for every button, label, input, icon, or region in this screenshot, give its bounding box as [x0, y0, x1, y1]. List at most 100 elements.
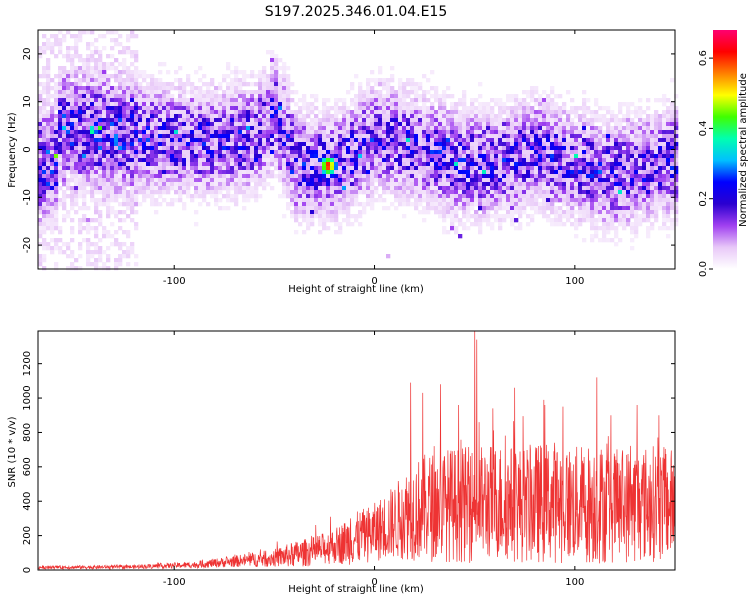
heatmap-cell	[466, 158, 471, 163]
heatmap-cell	[626, 118, 631, 123]
heatmap-cell	[318, 222, 323, 227]
heatmap-cell	[530, 146, 535, 151]
heatmap-cell	[606, 206, 611, 211]
heatmap-cell	[274, 94, 279, 99]
heatmap-cell	[118, 146, 123, 151]
heatmap-cell	[422, 122, 427, 127]
heatmap-cell	[66, 90, 71, 95]
heatmap-cell	[190, 166, 195, 171]
heatmap-cell	[146, 194, 151, 199]
heatmap-cell	[222, 130, 227, 135]
heatmap-cell	[94, 242, 99, 247]
heatmap-cell	[478, 158, 483, 163]
heatmap-cell	[486, 102, 491, 107]
heatmap-cell	[266, 170, 271, 175]
heatmap-cell	[450, 194, 455, 199]
heatmap-cell	[262, 166, 267, 171]
heatmap-cell	[434, 98, 439, 103]
heatmap-cell	[342, 130, 347, 135]
heatmap-cell	[630, 226, 635, 231]
heatmap-cell	[118, 142, 123, 147]
heatmap-cell	[278, 90, 283, 95]
heatmap-cell	[458, 178, 463, 183]
heatmap-cell	[358, 126, 363, 131]
heatmap-cell	[130, 186, 135, 191]
heatmap-cell	[438, 126, 443, 131]
heatmap-cell	[94, 66, 99, 71]
heatmap-cell	[394, 130, 399, 135]
heatmap-cell	[270, 86, 275, 91]
heatmap-cell	[470, 194, 475, 199]
heatmap-cell	[234, 78, 239, 83]
heatmap-cell	[70, 90, 75, 95]
heatmap-cell	[310, 222, 315, 227]
heatmap-cell	[386, 86, 391, 91]
heatmap-cell	[354, 170, 359, 175]
heatmap-cell	[430, 146, 435, 151]
heatmap-cell	[398, 86, 403, 91]
heatmap-cell	[74, 198, 79, 203]
heatmap-cell	[330, 126, 335, 131]
heatmap-cell	[174, 186, 179, 191]
heatmap-cell	[278, 86, 283, 91]
heatmap-cell	[146, 102, 151, 107]
heatmap-cell	[90, 178, 95, 183]
heatmap-cell	[594, 218, 599, 223]
heatmap-cell	[210, 142, 215, 147]
heatmap-cell	[266, 126, 271, 131]
heatmap-cell	[554, 102, 559, 107]
heatmap-cell	[606, 154, 611, 159]
heatmap-cell	[586, 210, 591, 215]
heatmap-cell	[394, 142, 399, 147]
heatmap-cell	[210, 150, 215, 155]
heatmap-cell	[426, 158, 431, 163]
heatmap-cell	[90, 226, 95, 231]
heatmap-cell	[602, 150, 607, 155]
heatmap-cell	[522, 202, 527, 207]
heatmap-cell	[546, 186, 551, 191]
heatmap-cell	[230, 142, 235, 147]
heatmap-cell	[50, 78, 55, 83]
heatmap-cell	[410, 134, 415, 139]
heatmap-cell	[526, 154, 531, 159]
heatmap-cell	[378, 138, 383, 143]
heatmap-cell	[374, 106, 379, 111]
heatmap-cell	[86, 106, 91, 111]
heatmap-cell	[402, 190, 407, 195]
heatmap-cell	[350, 138, 355, 143]
heatmap-cell	[134, 142, 139, 147]
heatmap-cell	[378, 82, 383, 87]
heatmap-cell	[550, 178, 555, 183]
heatmap-cell	[62, 54, 67, 59]
heatmap-cell	[322, 222, 327, 227]
heatmap-cell	[310, 122, 315, 127]
heatmap-cell	[78, 178, 83, 183]
heatmap-cell	[282, 142, 287, 147]
heatmap-cell	[294, 170, 299, 175]
heatmap-cell	[154, 106, 159, 111]
heatmap-cell	[42, 110, 47, 115]
heatmap-cell	[70, 118, 75, 123]
heatmap-cell	[410, 154, 415, 159]
heatmap-cell	[266, 102, 271, 107]
heatmap-cell	[66, 158, 71, 163]
heatmap-cell	[594, 146, 599, 151]
heatmap-cell	[522, 198, 527, 203]
heatmap-cell	[162, 118, 167, 123]
heatmap-cell	[142, 110, 147, 115]
heatmap-cell	[354, 134, 359, 139]
heatmap-cell	[86, 190, 91, 195]
heatmap-cell	[458, 218, 463, 223]
heatmap-cell	[330, 118, 335, 123]
heatmap-cell	[82, 170, 87, 175]
heatmap-cell	[338, 106, 343, 111]
heatmap-cell	[54, 106, 59, 111]
heatmap-cell	[74, 122, 79, 127]
heatmap-cell	[386, 102, 391, 107]
heatmap-cell	[354, 166, 359, 171]
heatmap-cell	[386, 138, 391, 143]
heatmap-cell	[102, 162, 107, 167]
heatmap-cell	[82, 90, 87, 95]
heatmap-cell	[570, 110, 575, 115]
heatmap-cell	[118, 94, 123, 99]
